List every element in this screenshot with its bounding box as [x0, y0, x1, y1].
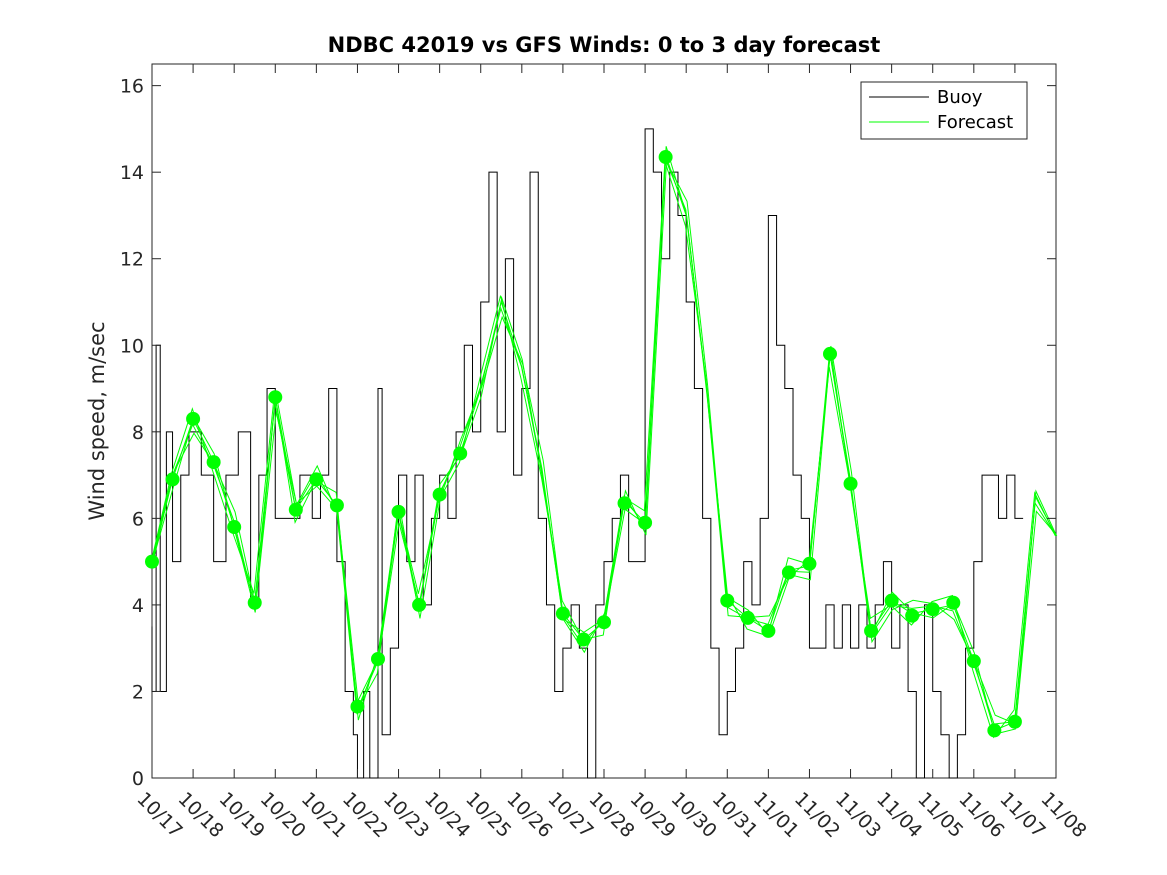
y-tick-label: 12 [120, 249, 144, 271]
forecast-marker [864, 623, 879, 638]
x-tick-label: 10/18 [174, 788, 228, 842]
forecast-marker [329, 498, 344, 513]
y-tick-label: 16 [120, 76, 144, 98]
forecast-marker [884, 593, 899, 608]
legend-forecast-label: Forecast [937, 112, 1013, 133]
forecast-marker [802, 556, 817, 571]
x-tick-label: 10/19 [215, 788, 269, 842]
x-tick-label: 10/31 [708, 788, 762, 842]
forecast-marker [165, 472, 180, 487]
forecast-marker [309, 472, 324, 487]
legend-buoy-label: Buoy [937, 87, 983, 108]
x-tick-label: 10/21 [297, 788, 351, 842]
forecast-marker [905, 608, 920, 623]
x-tick-label: 10/29 [626, 788, 680, 842]
forecast-marker [823, 346, 837, 361]
x-tick-label: 10/20 [256, 788, 310, 842]
forecast-marker [843, 476, 858, 491]
y-tick-label: 0 [132, 768, 144, 790]
x-tick-label: 10/25 [461, 788, 515, 842]
x-tick-label: 11/05 [913, 788, 967, 842]
forecast-marker [432, 487, 447, 502]
forecast-marker [925, 602, 940, 617]
x-tick-label: 10/23 [379, 788, 433, 842]
forecast-marker [453, 446, 468, 461]
forecast-marker [576, 632, 591, 647]
x-tick-label: 10/24 [420, 788, 474, 842]
forecast-marker [412, 597, 427, 612]
x-tick-label: 10/26 [502, 788, 556, 842]
x-tick-label: 10/27 [543, 788, 597, 842]
forecast-marker [227, 520, 242, 535]
forecast-markers [145, 150, 1022, 738]
y-axis-label: Wind speed, m/sec [85, 321, 109, 520]
legend: Buoy Forecast [860, 81, 1028, 140]
y-tick-label: 14 [120, 162, 144, 184]
y-tick-label: 2 [132, 681, 144, 703]
forecast-marker [1007, 714, 1022, 729]
forecast-marker [781, 565, 796, 580]
forecast-marker [638, 515, 653, 530]
forecast-marker [186, 411, 201, 426]
forecast-marker [371, 652, 385, 666]
buoy-line [151, 128, 1024, 779]
x-tick-label: 11/07 [995, 788, 1049, 842]
plot-frame [151, 63, 1057, 779]
x-tick-label: 11/04 [872, 788, 926, 842]
x-tick-label: 10/30 [667, 788, 721, 842]
plot-area [145, 63, 1058, 779]
forecast-marker [617, 496, 632, 511]
y-tick-label: 4 [132, 595, 144, 617]
forecast-marker [145, 554, 159, 569]
forecast-marker [720, 593, 735, 608]
forecast-marker [206, 455, 221, 470]
chart-title: NDBC 42019 vs GFS Winds: 0 to 3 day fore… [328, 33, 881, 57]
forecast-marker [555, 606, 570, 621]
forecast-marker [740, 610, 755, 625]
x-tick-label: 10/22 [338, 788, 392, 842]
forecast-marker [391, 504, 406, 519]
forecast-marker [597, 615, 611, 630]
x-tick-label: 11/01 [749, 788, 803, 842]
y-tick-label: 10 [120, 335, 144, 357]
x-tick-label: 11/08 [1036, 788, 1090, 842]
x-tick-label: 11/06 [954, 788, 1008, 842]
x-tick-label: 10/17 [132, 788, 186, 842]
forecast-marker [268, 390, 283, 405]
x-tick-label: 11/02 [790, 788, 844, 842]
forecast-marker [288, 502, 303, 517]
forecast-marker [966, 654, 981, 669]
forecast-marker [946, 595, 961, 610]
forecast-marker [247, 595, 262, 610]
x-tick-label: 10/28 [584, 788, 638, 842]
legend-box [860, 81, 1028, 140]
forecast-marker [658, 150, 673, 165]
x-tick-label: 11/03 [831, 788, 885, 842]
y-tick-label: 6 [132, 508, 144, 530]
buoy-series [151, 128, 1024, 779]
y-tick-label: 8 [132, 422, 144, 444]
forecast-marker [350, 699, 365, 714]
forecast-marker [761, 623, 776, 638]
forecast-marker [987, 723, 1002, 738]
y-axis: 0 2 4 6 8 10 12 14 16 [120, 76, 1056, 790]
